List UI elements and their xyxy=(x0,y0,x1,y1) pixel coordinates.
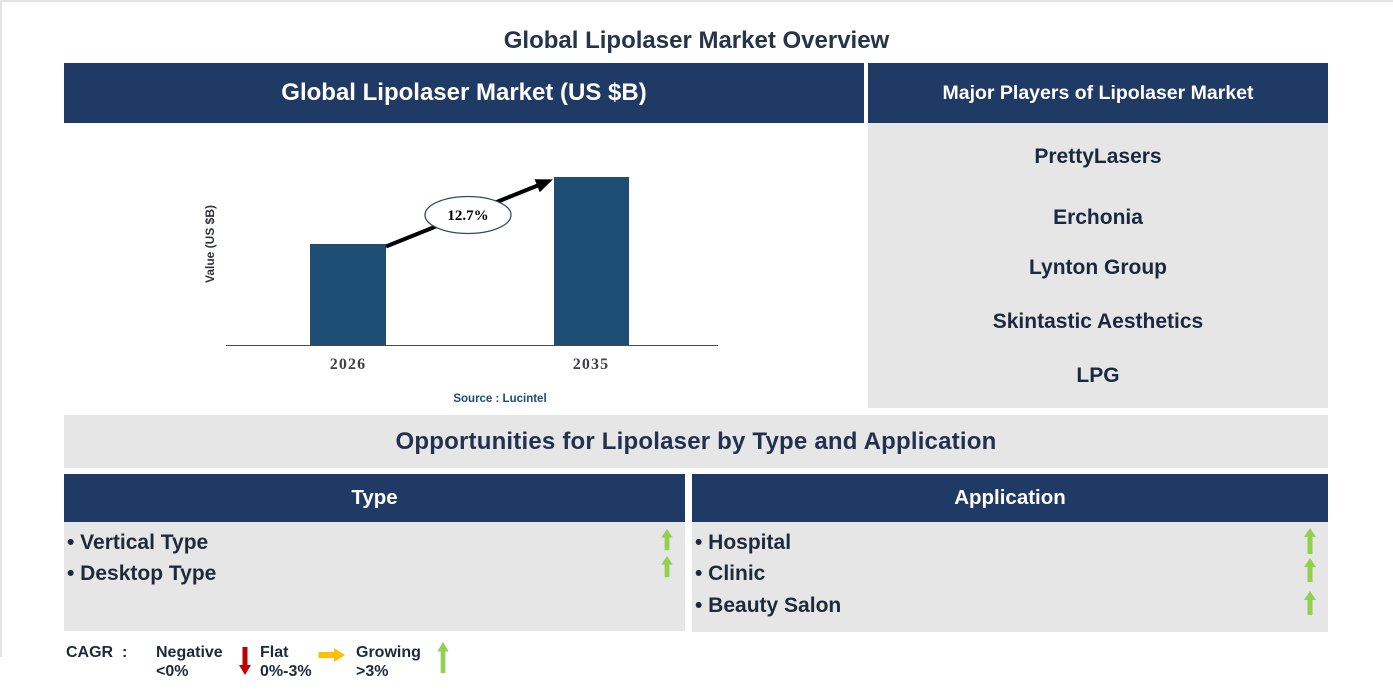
svg-text:12.7%: 12.7% xyxy=(447,208,488,224)
